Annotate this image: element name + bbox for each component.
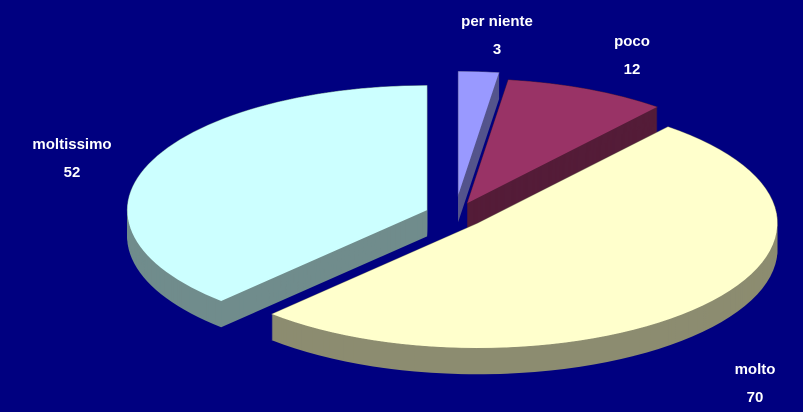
slice-label: molto [735,361,776,378]
slice-label: per niente [461,13,533,30]
slice [126,85,428,302]
slice [466,79,659,205]
slice [270,126,778,349]
slice-label: poco [614,33,650,50]
slice-value: 52 [64,164,81,181]
slice-value: 3 [493,41,501,58]
slice-label: moltissimo [32,136,111,153]
slice-value: 70 [747,389,764,406]
slice [457,71,500,197]
slice-value: 12 [624,61,641,78]
